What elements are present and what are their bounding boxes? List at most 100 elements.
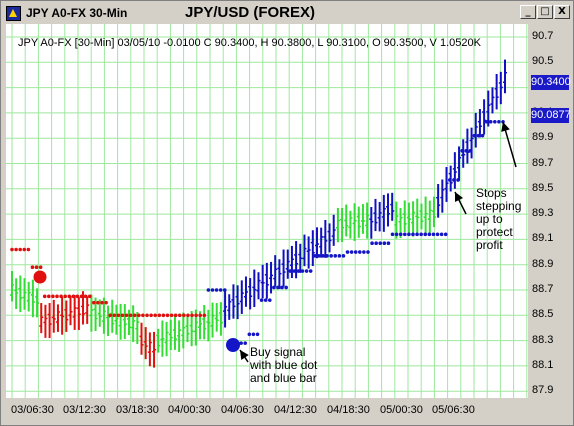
y-tick-label: 88.7: [532, 283, 554, 295]
x-tick-label: 03/18:30: [116, 404, 159, 416]
title-bar[interactable]: JPY A0-FX 30-Min JPY/USD (FOREX) _ □ X: [2, 2, 572, 24]
stop-dot: [493, 119, 497, 124]
stop-dot: [349, 250, 354, 254]
stop-dot: [100, 300, 104, 305]
stops-annotation: Stops stepping up to protect profit: [476, 187, 521, 252]
stop-dot: [374, 241, 378, 245]
stop-dot: [464, 149, 468, 153]
stop-dot: [439, 232, 444, 237]
stop-dot: [190, 313, 194, 318]
stop-dot: [169, 313, 174, 318]
stop-dot: [218, 288, 223, 292]
stop-dot: [75, 294, 80, 299]
stop-dot: [104, 300, 108, 305]
stop-dot: [419, 232, 423, 237]
stop-dot: [247, 332, 252, 337]
stop-dot: [480, 133, 485, 138]
stop-dot: [267, 298, 272, 302]
stop-dot: [263, 298, 268, 302]
x-tick-label: 03/12:30: [63, 404, 106, 416]
stop-dot: [333, 254, 338, 258]
maximize-button[interactable]: □: [537, 5, 553, 19]
stop-dot: [42, 294, 47, 299]
stop-dot: [403, 232, 407, 237]
stop-dot: [284, 285, 288, 290]
stop-dot: [116, 313, 121, 318]
last-price-tag: 90.3400: [531, 75, 571, 90]
stop-dot: [312, 254, 317, 258]
stop-dot: [460, 149, 464, 153]
stop-dot: [108, 313, 112, 318]
stop-dot: [92, 300, 96, 305]
stop-dot: [124, 313, 129, 318]
stop-dot: [198, 313, 203, 318]
stop-dot: [255, 332, 260, 337]
stop-dot: [292, 269, 297, 273]
stop-dot: [411, 232, 415, 237]
stop-dot: [398, 232, 403, 237]
stop-dot: [443, 232, 448, 237]
x-tick-label: 05/00:30: [380, 404, 423, 416]
stop-dot: [120, 313, 125, 318]
buy-annotation-line: Buy signal: [250, 345, 306, 359]
stop-dot: [18, 247, 22, 252]
x-tick-label: 05/06:30: [432, 404, 475, 416]
y-tick-label: 90.7: [532, 30, 554, 42]
stops-annotation-line: stepping: [476, 199, 522, 213]
x-tick-label: 04/12:30: [274, 404, 317, 416]
stop-dot: [141, 313, 145, 318]
stop-dot: [96, 300, 100, 305]
stop-dot: [186, 313, 190, 318]
stop-dot: [476, 133, 481, 138]
stop-dot: [497, 119, 501, 124]
stop-dot: [488, 119, 493, 124]
stop-dot: [22, 247, 27, 252]
y-tick-label: 89.7: [532, 156, 554, 169]
stop-dot: [112, 313, 117, 318]
stop-dot: [484, 119, 489, 124]
stop-dot: [222, 288, 227, 292]
buy-arrow-head: [240, 350, 249, 360]
stop-dot: [243, 341, 248, 345]
buy-annotation-line: and blue bar: [250, 371, 317, 385]
stop-dot: [341, 254, 346, 258]
stop-dot: [296, 269, 301, 273]
stop-dot: [435, 232, 440, 237]
stop-dot: [317, 254, 321, 258]
stop-dot: [71, 294, 76, 299]
x-tick-label: 04/06:30: [221, 404, 264, 416]
plot-area[interactable]: [6, 24, 528, 398]
stop-dot: [382, 241, 387, 245]
sell-signal-dot: [33, 270, 47, 284]
stop-dot: [304, 269, 309, 273]
stop-dot: [55, 294, 59, 299]
stop-dot: [308, 269, 313, 273]
stop-dot: [214, 288, 219, 292]
stops-arrow-lower-head: [455, 192, 464, 203]
stop-price-tag: 90.0877: [531, 108, 571, 123]
stop-dot: [30, 265, 35, 270]
stop-dot: [353, 250, 358, 254]
stop-dot: [132, 313, 137, 318]
buy-signal-annotation: Buy signal with blue dot and blue bar: [250, 346, 317, 385]
stop-dot: [366, 250, 370, 254]
close-button[interactable]: X: [554, 5, 570, 19]
buy-signal-dot: [226, 338, 240, 352]
stop-dot: [51, 294, 55, 299]
stop-dot: [325, 254, 329, 258]
y-tick-label: 90.5: [532, 55, 554, 68]
stop-dot: [448, 178, 452, 182]
minimize-button[interactable]: _: [520, 5, 536, 19]
ohlc-info-line: JPY A0-FX [30-Min] 03/05/10 -0.0100 C 90…: [18, 37, 481, 49]
stop-dot: [280, 285, 284, 290]
stop-dot: [182, 313, 186, 318]
stop-dot: [210, 288, 215, 292]
buy-annotation-line: with blue dot: [250, 358, 318, 372]
stop-dot: [407, 232, 411, 237]
stop-dot: [47, 294, 51, 299]
stop-dot: [149, 313, 153, 318]
stop-dot: [161, 313, 166, 318]
stop-dot: [26, 247, 31, 252]
stop-dot: [431, 232, 436, 237]
y-tick-label: 89.3: [532, 207, 554, 220]
